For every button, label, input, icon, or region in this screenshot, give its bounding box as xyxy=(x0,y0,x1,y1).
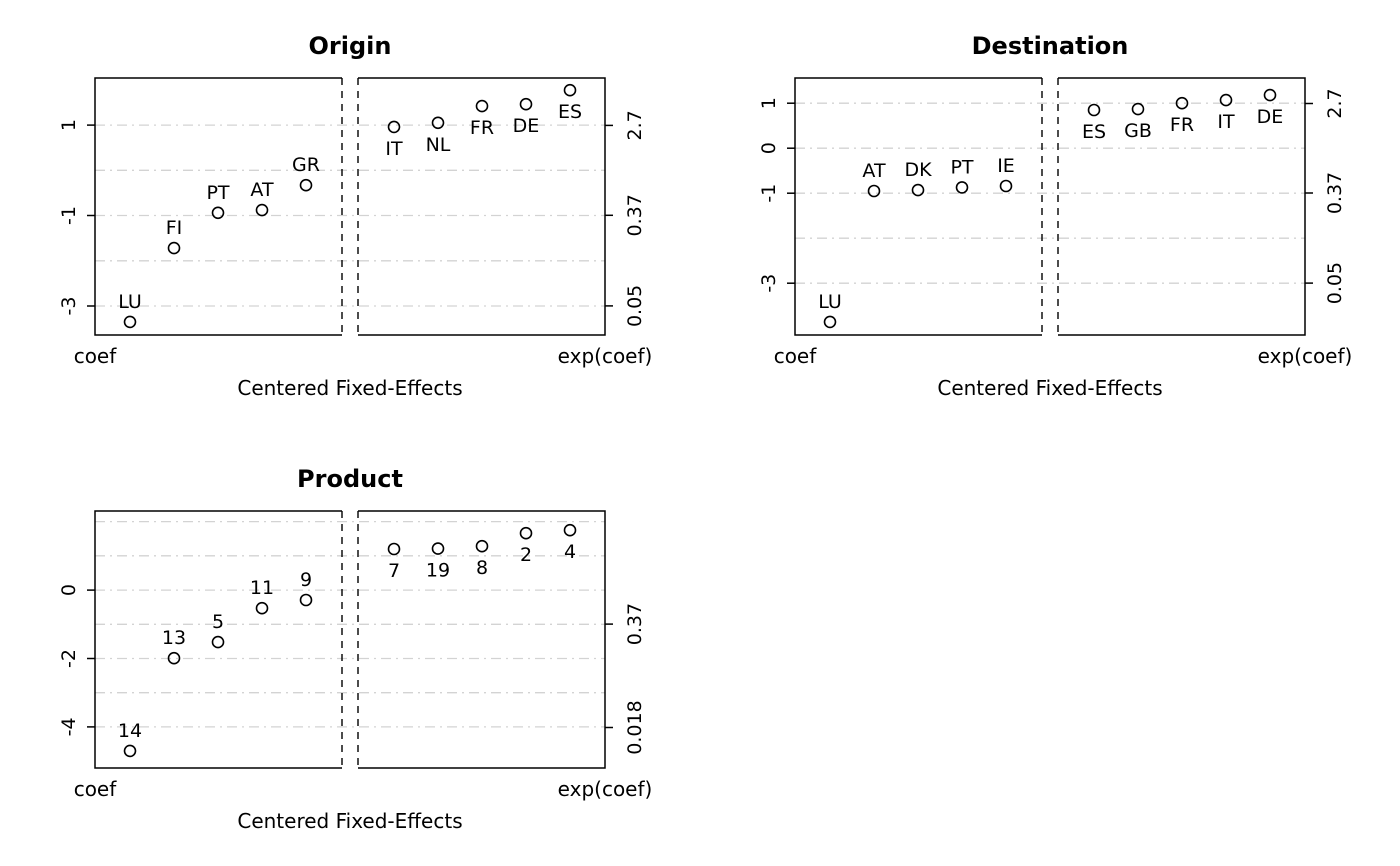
point-label: 2 xyxy=(520,544,532,566)
point-label: 14 xyxy=(118,720,142,742)
data-point xyxy=(475,539,489,553)
data-point xyxy=(431,542,445,555)
point-label: NL xyxy=(426,134,451,156)
chart-title: Origin xyxy=(309,32,392,60)
point-label: FR xyxy=(1170,114,1194,136)
data-point xyxy=(255,601,269,615)
point-label: PT xyxy=(950,156,973,178)
right-tick-label: 0.05 xyxy=(624,285,646,327)
point-label: DE xyxy=(1257,106,1284,128)
data-point xyxy=(1219,93,1233,107)
left-tick-label: 1 xyxy=(758,97,780,109)
data-point xyxy=(299,593,313,607)
data-point xyxy=(911,183,925,197)
x-axis-label: Centered Fixed-Effects xyxy=(237,376,462,400)
point-label: 9 xyxy=(300,569,312,591)
data-point xyxy=(519,526,533,540)
data-point xyxy=(823,315,837,329)
data-point xyxy=(387,542,401,556)
data-point xyxy=(563,83,577,97)
data-point xyxy=(999,179,1013,193)
plot-box xyxy=(94,77,606,336)
right-tick-label: 2.7 xyxy=(1324,88,1346,118)
left-tick-label: -2 xyxy=(58,649,80,668)
point-label: 5 xyxy=(212,611,224,633)
left-tick-label: -4 xyxy=(58,717,80,736)
plot-box xyxy=(794,77,1306,336)
point-label: AT xyxy=(862,160,886,182)
chart-title: Destination xyxy=(972,32,1129,60)
point-label: 11 xyxy=(250,577,274,599)
point-label: 7 xyxy=(388,560,400,582)
right-tick-label: 0.37 xyxy=(624,603,646,645)
data-point xyxy=(475,99,489,113)
right-tick-label: 0.05 xyxy=(1324,262,1346,304)
point-label: 8 xyxy=(476,557,488,579)
right-axis-caption: exp(coef) xyxy=(558,777,653,801)
chart-destination: 1 0 -1 -3 2.7 0.37 0.05 LU AT DK PT IE ES GB FR IT DE Des… xyxy=(758,32,1353,400)
data-point xyxy=(299,178,313,192)
left-tick-label: -3 xyxy=(758,274,780,293)
right-tick-label: 0.018 xyxy=(624,700,646,754)
right-tick-label: 0.37 xyxy=(624,194,646,236)
point-label: ES xyxy=(1082,121,1106,143)
point-label: 19 xyxy=(426,560,450,582)
point-label: LU xyxy=(818,291,842,313)
data-point xyxy=(867,184,881,198)
data-point xyxy=(387,120,401,134)
data-point xyxy=(431,116,445,130)
point-label: DK xyxy=(904,159,932,181)
point-label: 4 xyxy=(564,541,576,563)
x-axis-label: Centered Fixed-Effects xyxy=(937,376,1162,400)
point-label: IE xyxy=(997,155,1015,177)
point-label: IT xyxy=(385,138,403,160)
data-point xyxy=(519,97,533,111)
data-point xyxy=(1263,88,1277,102)
left-tick-label: 0 xyxy=(758,142,780,154)
right-axis-caption: exp(coef) xyxy=(1258,344,1353,368)
left-axis-caption: coef xyxy=(74,777,118,801)
chart-title: Product xyxy=(297,465,403,493)
left-tick-label: -3 xyxy=(58,297,80,316)
data-point xyxy=(1175,96,1189,110)
point-label: ES xyxy=(558,101,582,123)
right-tick-label: 0.37 xyxy=(1324,172,1346,214)
data-point xyxy=(211,206,225,220)
right-tick-label: 2.7 xyxy=(624,110,646,140)
chart-product: 0 -2 -4 0.37 0.018 14 13 5 11 9 7 19 8 2 4 Product coef e… xyxy=(58,465,653,833)
data-point xyxy=(167,241,181,255)
chart-origin: 1 -1 -3 2.7 0.37 0.05 LU FI PT AT GR IT NL FR DE ES Orig… xyxy=(58,32,653,400)
left-tick-label: -1 xyxy=(58,206,80,225)
plot-box xyxy=(94,510,606,769)
point-label: GR xyxy=(292,154,320,176)
data-point xyxy=(211,635,225,649)
point-label: LU xyxy=(118,291,142,313)
data-point xyxy=(123,744,137,758)
left-tick-label: 1 xyxy=(58,119,80,131)
left-tick-label: -1 xyxy=(758,184,780,203)
point-label: GB xyxy=(1124,120,1152,142)
data-point xyxy=(255,203,269,217)
data-point xyxy=(1131,102,1145,116)
data-point xyxy=(955,181,969,194)
point-label: PT xyxy=(206,182,229,204)
point-label: AT xyxy=(250,179,274,201)
x-axis-label: Centered Fixed-Effects xyxy=(237,809,462,833)
data-point xyxy=(167,651,181,665)
point-label: FI xyxy=(166,217,183,239)
data-point xyxy=(123,315,137,329)
left-axis-caption: coef xyxy=(74,344,118,368)
left-axis-caption: coef xyxy=(774,344,818,368)
data-point xyxy=(1087,103,1101,117)
data-point xyxy=(563,523,577,537)
right-axis-caption: exp(coef) xyxy=(558,344,653,368)
left-tick-label: 0 xyxy=(58,584,80,596)
point-label: DE xyxy=(513,115,540,137)
point-label: 13 xyxy=(162,627,186,649)
point-label: IT xyxy=(1217,111,1235,133)
point-label: FR xyxy=(470,117,494,139)
